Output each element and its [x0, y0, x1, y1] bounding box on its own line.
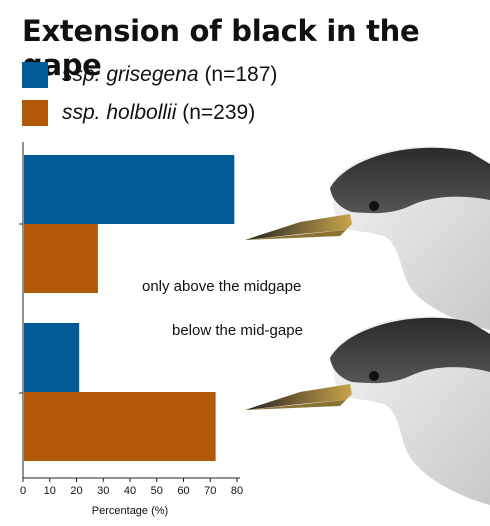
legend-count-grisegena: (n=187) — [204, 63, 278, 86]
legend-item-grisegena: ssp. grisegena (n=187) — [22, 62, 277, 88]
bar-grisegena-above-midgape — [24, 155, 235, 224]
x-tick-label-0: 0 — [20, 485, 26, 497]
legend-swatch-holbollii — [22, 100, 48, 126]
legend-label-holbollii: ssp. holbollii — [62, 101, 177, 124]
grebe-head-illustration-lower — [245, 316, 490, 505]
x-tick-label-40: 40 — [124, 485, 136, 497]
x-tick-label-60: 60 — [177, 485, 189, 497]
x-tick-label-50: 50 — [151, 485, 163, 497]
category-label-above-midgape: only above the midgape — [142, 278, 301, 295]
x-tick-label-80: 80 — [231, 485, 243, 497]
bar-holbollii-below-midgape — [24, 392, 216, 461]
bar-holbollii-above-midgape — [24, 224, 98, 293]
bar-grisegena-below-midgape — [24, 323, 80, 392]
grebe-head-illustration-upper — [245, 146, 490, 330]
chart-title: Extension of black in the gape — [22, 14, 420, 82]
legend-swatch-grisegena — [22, 62, 48, 88]
category-label-below-midgape: below the mid-gape — [172, 322, 303, 339]
x-axis-label: Percentage (%) — [92, 505, 168, 517]
legend-item-holbollii: ssp. holbollii (n=239) — [22, 100, 255, 126]
x-tick-label-10: 10 — [44, 485, 56, 497]
x-tick-label-20: 20 — [70, 485, 82, 497]
legend-count-holbollii: (n=239) — [182, 101, 256, 124]
x-tick-label-30: 30 — [97, 485, 109, 497]
x-tick-label-70: 70 — [204, 485, 216, 497]
legend-label-grisegena: ssp. grisegena — [62, 63, 199, 86]
